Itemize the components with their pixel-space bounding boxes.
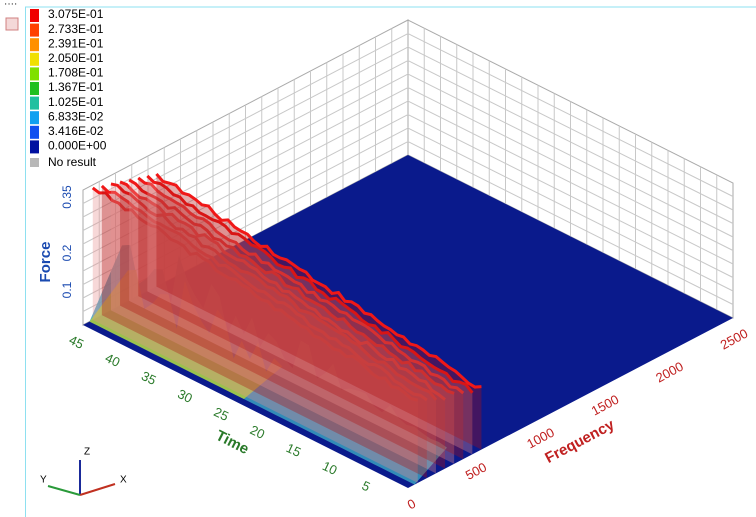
- triad-y: [47, 485, 81, 496]
- legend-swatch: [30, 158, 39, 167]
- wall-grid: [82, 32, 734, 204]
- triad-z-label: Z: [84, 447, 90, 458]
- legend-swatch: [30, 96, 39, 110]
- time-tick-label: 15: [284, 440, 303, 460]
- legend: 3.075E-012.733E-012.391E-012.050E-011.70…: [30, 7, 107, 169]
- legend-swatch: [30, 82, 39, 95]
- force-title: Force: [37, 242, 54, 283]
- triad: Z X Y: [40, 447, 127, 496]
- force-tick-label: 0.2: [60, 244, 74, 261]
- triad-x: [79, 483, 116, 496]
- legend-label: No result: [48, 155, 97, 169]
- window-icon[interactable]: [5, 17, 19, 31]
- ribbon-line: [119, 180, 446, 401]
- legend-label: 2.733E-01: [48, 22, 104, 36]
- force-tick-label: 0.35: [60, 185, 74, 209]
- time-tick-label: 35: [139, 368, 158, 388]
- ribbon: [138, 177, 464, 460]
- ribbon: [120, 181, 446, 469]
- legend-label: 1.367E-01: [48, 80, 104, 94]
- legend-swatch: [30, 111, 39, 125]
- legend-swatch: [30, 140, 39, 154]
- ribbon-line: [100, 184, 428, 402]
- legend-swatch: [30, 52, 39, 66]
- wall-grid: [82, 59, 734, 231]
- legend-label: 1.708E-01: [48, 66, 104, 80]
- time-tick-label: 20: [248, 422, 267, 442]
- triad-y-label: Y: [40, 475, 47, 486]
- wall-grid: [82, 86, 734, 258]
- triad-x-label: X: [120, 475, 127, 486]
- legend-swatch: [30, 67, 39, 81]
- ribbon-line: [128, 178, 455, 395]
- ribbon-line: [155, 172, 482, 389]
- legend-label: 0.000E+00: [48, 139, 107, 153]
- ribbon: [129, 179, 455, 464]
- legend-label: 1.025E-01: [48, 95, 104, 109]
- legend-label: 3.075E-01: [48, 7, 104, 21]
- time-tick-label: 25: [212, 404, 231, 424]
- legend-label: 6.833E-02: [48, 109, 104, 123]
- force-tick-label: 0.1: [60, 281, 74, 298]
- legend-label: 2.050E-01: [48, 51, 104, 65]
- time-tick-label: 45: [67, 332, 86, 352]
- ribbon: [147, 175, 473, 455]
- ribbon: [156, 173, 482, 450]
- legend-label: 3.416E-02: [48, 124, 104, 138]
- time-tick-label: 40: [103, 350, 122, 370]
- time-tick-label: 10: [320, 458, 339, 478]
- legend-swatch: [30, 125, 39, 139]
- ribbon: [110, 183, 436, 474]
- time-tick-label: 30: [175, 386, 194, 406]
- surface-band: [89, 244, 447, 485]
- ribbon-line: [146, 174, 474, 394]
- ribbon: [101, 185, 427, 479]
- surface-band: [89, 269, 283, 400]
- wall-grid: [82, 127, 734, 299]
- floor: [83, 155, 733, 488]
- ribbon-line: [137, 176, 465, 395]
- legend-swatch: [30, 23, 39, 37]
- wall-grid: [82, 46, 734, 218]
- legend-label: 2.391E-01: [48, 36, 104, 50]
- legend-swatch: [30, 38, 39, 52]
- surface: [83, 155, 733, 488]
- wall-grid: [82, 73, 734, 245]
- grid-walls: [82, 19, 734, 326]
- ribbon-line: [91, 186, 419, 402]
- menu-dots[interactable]: ····: [4, 0, 17, 10]
- ribbon-line: [110, 182, 438, 401]
- ribbon: [92, 187, 418, 483]
- legend-swatch: [30, 9, 39, 22]
